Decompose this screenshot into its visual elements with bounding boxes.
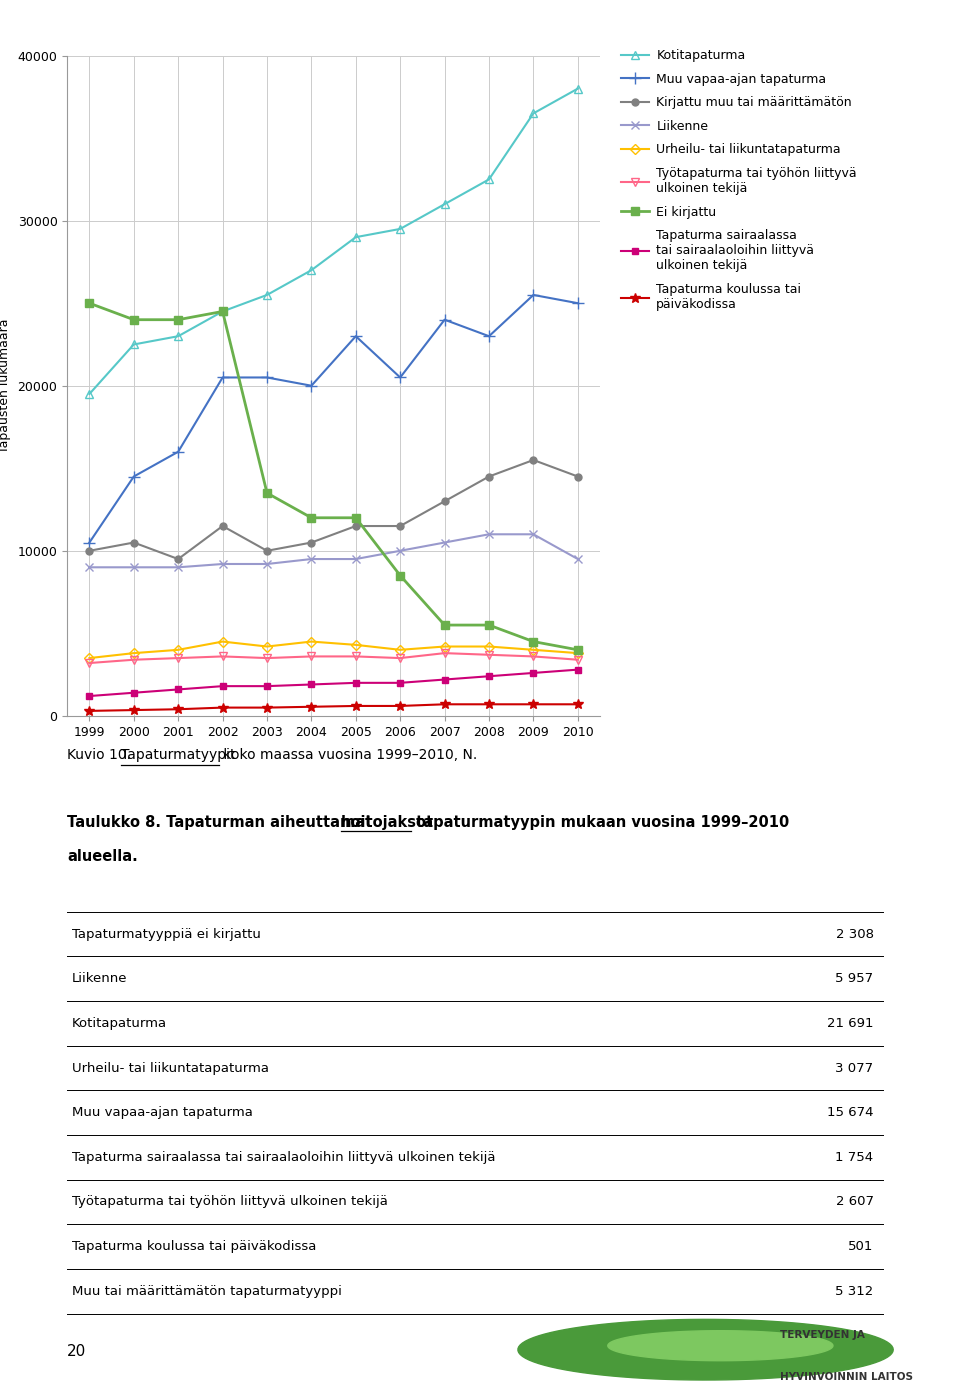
Text: 3 077: 3 077 bbox=[835, 1062, 874, 1074]
Polygon shape bbox=[518, 1319, 893, 1380]
Text: 5 312: 5 312 bbox=[835, 1284, 874, 1298]
Text: Muu tai määrittämätön tapaturmatyyppi: Muu tai määrittämätön tapaturmatyyppi bbox=[72, 1284, 342, 1298]
Text: Työtapaturma tai työhön liittyvä ulkoinen tekijä: Työtapaturma tai työhön liittyvä ulkoine… bbox=[72, 1195, 388, 1208]
Text: Kotitapaturma: Kotitapaturma bbox=[72, 1017, 167, 1030]
Text: 501: 501 bbox=[849, 1240, 874, 1254]
Text: 21 691: 21 691 bbox=[828, 1017, 874, 1030]
Legend: Kotitapaturma, Muu vapaa-ajan tapaturma, Kirjattu muu tai määrittämätön, Liikenn: Kotitapaturma, Muu vapaa-ajan tapaturma,… bbox=[621, 49, 857, 311]
Text: Tapaturma sairaalassa tai sairaalaoloihin liittyvä ulkoinen tekijä: Tapaturma sairaalassa tai sairaalaoloihi… bbox=[72, 1151, 495, 1163]
Text: Tapaturmatyyppiä ei kirjattu: Tapaturmatyyppiä ei kirjattu bbox=[72, 927, 261, 941]
Text: Tapaturmatyypit: Tapaturmatyypit bbox=[121, 748, 235, 762]
Text: 2 308: 2 308 bbox=[835, 927, 874, 941]
Text: 1 754: 1 754 bbox=[835, 1151, 874, 1163]
Text: 5 957: 5 957 bbox=[835, 972, 874, 986]
Text: 15 674: 15 674 bbox=[828, 1106, 874, 1119]
Text: Liikenne: Liikenne bbox=[72, 972, 128, 986]
Y-axis label: Tapausten lukumäärä: Tapausten lukumäärä bbox=[0, 318, 11, 453]
Text: hoitojaksot: hoitojaksot bbox=[341, 815, 434, 830]
Text: TERVEYDEN JA: TERVEYDEN JA bbox=[780, 1330, 865, 1340]
Text: alueella.: alueella. bbox=[67, 849, 138, 865]
Polygon shape bbox=[608, 1330, 833, 1361]
Text: Muu vapaa-ajan tapaturma: Muu vapaa-ajan tapaturma bbox=[72, 1106, 252, 1119]
Text: tapaturmatyypin mukaan vuosina 1999–2010: tapaturmatyypin mukaan vuosina 1999–2010 bbox=[411, 815, 789, 830]
Text: 2 607: 2 607 bbox=[835, 1195, 874, 1208]
Text: 20: 20 bbox=[67, 1344, 86, 1359]
Text: HYVINVOINNIN LAITOS: HYVINVOINNIN LAITOS bbox=[780, 1372, 913, 1382]
Text: Urheilu- tai liikuntatapaturma: Urheilu- tai liikuntatapaturma bbox=[72, 1062, 269, 1074]
Text: Kuvio 10.: Kuvio 10. bbox=[67, 748, 135, 762]
Text: Tapaturma koulussa tai päiväkodissa: Tapaturma koulussa tai päiväkodissa bbox=[72, 1240, 317, 1254]
Text: koko maassa vuosina 1999–2010, N.: koko maassa vuosina 1999–2010, N. bbox=[219, 748, 477, 762]
Text: Taulukko 8. Tapaturman aiheuttamat: Taulukko 8. Tapaturman aiheuttamat bbox=[67, 815, 377, 830]
